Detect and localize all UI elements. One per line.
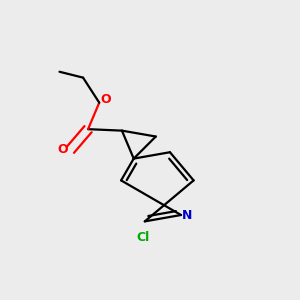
Text: Cl: Cl <box>137 231 150 244</box>
Text: N: N <box>182 208 193 221</box>
Text: O: O <box>58 143 68 156</box>
Text: O: O <box>100 93 111 106</box>
